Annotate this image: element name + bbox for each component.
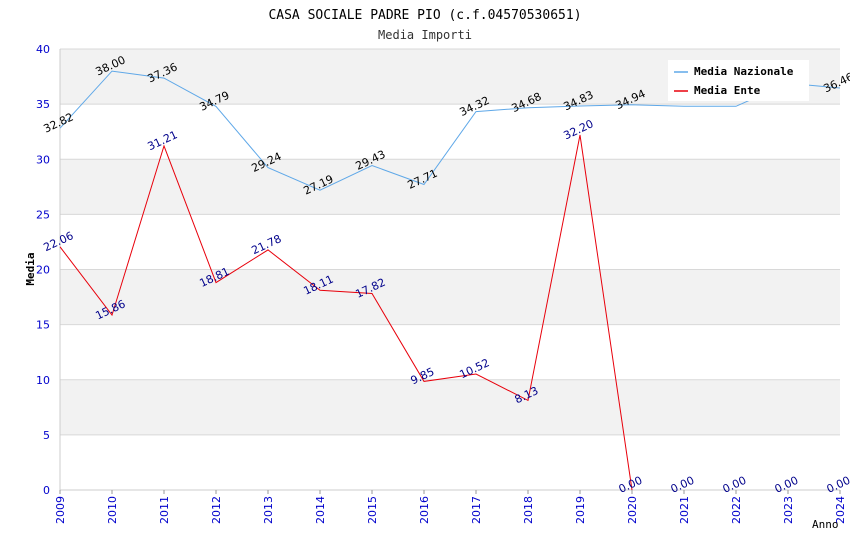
x-tick-label: 2011 (158, 496, 171, 524)
chart-subtitle: Media Importi (378, 28, 472, 42)
x-tick-label: 2016 (418, 496, 431, 524)
y-tick-label: 40 (36, 43, 50, 56)
x-tick-label: 2021 (678, 496, 691, 524)
grid-band (60, 269, 840, 325)
y-tick-label: 10 (36, 374, 50, 387)
y-axis-label: Media (24, 252, 37, 285)
grid-band (60, 379, 840, 435)
legend-label-media-ente: Media Ente (694, 84, 761, 97)
grid-band (60, 324, 840, 380)
x-tick-label: 2010 (106, 496, 119, 524)
x-tick-label: 2022 (730, 496, 743, 524)
y-tick-label: 5 (43, 429, 50, 442)
x-tick-label: 2015 (366, 496, 379, 524)
grid-band (60, 214, 840, 270)
y-tick-label: 35 (36, 98, 50, 111)
legend: Media Nazionale Media Ente (668, 60, 809, 101)
x-tick-label: 2017 (470, 496, 483, 524)
x-tick-label: 2019 (574, 496, 587, 524)
y-tick-label: 30 (36, 153, 50, 166)
grid-band (60, 104, 840, 160)
y-tick-label: 20 (36, 264, 50, 277)
x-tick-label: 2023 (782, 496, 795, 524)
series-line-media-nazionale (59, 70, 841, 191)
plot-area: 0 5 10 15 20 25 30 35 40 2009 2010 2011 2012 2013 2014… (36, 43, 850, 524)
legend-box (668, 60, 809, 101)
y-tick-label: 0 (43, 484, 50, 497)
x-tick-label: 2012 (210, 496, 223, 524)
legend-label-media-nazionale: Media Nazionale (694, 65, 794, 78)
x-tick-label: 2018 (522, 496, 535, 524)
series-line-media-ente (59, 134, 633, 491)
x-tick-label: 2013 (262, 496, 275, 524)
grid-band (60, 434, 840, 490)
x-tick-label: 2020 (626, 496, 639, 524)
y-tick-label: 15 (36, 319, 50, 332)
chart-title: CASA SOCIALE PADRE PIO (c.f.04570530651) (268, 8, 581, 23)
grid-band (60, 159, 840, 215)
x-tick-label: 2014 (314, 496, 327, 524)
x-axis-label: Anno (812, 518, 839, 531)
y-tick-label: 25 (36, 208, 50, 221)
x-tick-label: 2009 (54, 496, 67, 524)
x-tick-label: 2024 (834, 496, 847, 524)
